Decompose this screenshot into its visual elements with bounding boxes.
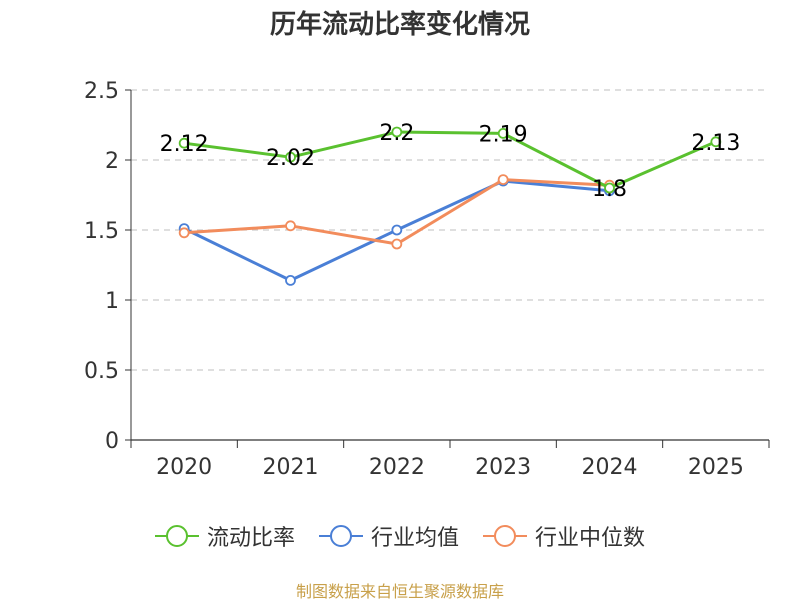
legend-label-industry-mean: 行业均值: [370, 526, 459, 551]
data-label: 2.19: [479, 122, 528, 147]
data-point-2: [178, 227, 190, 239]
x-tick-label: 2021: [263, 455, 319, 480]
data-label: 2.12: [160, 132, 209, 157]
x-tick-label: 2024: [582, 455, 638, 480]
y-tick-label: 2.5: [84, 79, 119, 104]
x-tick-label: 2025: [688, 455, 744, 480]
data-point-0: [604, 182, 615, 194]
data-point-0: [178, 137, 190, 149]
legend-item-industry-median[interactable]: 行业中位数: [483, 520, 645, 552]
legend-item-industry-mean[interactable]: 行业均值: [318, 520, 459, 552]
data-label: 2.02: [266, 146, 315, 171]
legend-marker-current-ratio: [154, 525, 199, 547]
data-point-2: [391, 238, 403, 250]
y-tick-label: 1: [105, 289, 119, 314]
legend-label-industry-median: 行业中位数: [535, 526, 646, 551]
y-tick-label: 1.5: [84, 219, 119, 244]
data-point-2: [285, 220, 296, 232]
legend-marker-industry-mean: [318, 525, 363, 547]
legend-label-current-ratio: 流动比率: [206, 526, 295, 551]
chart-legend: 流动比率 行业均值 行业中位数: [0, 520, 800, 552]
x-tick-label: 2020: [156, 455, 212, 480]
data-point-0: [285, 151, 296, 163]
source-note: 制图数据来自恒生聚源数据库: [295, 582, 504, 601]
legend-item-current-ratio[interactable]: 流动比率: [154, 520, 295, 552]
y-tick-label: 2: [105, 149, 119, 174]
data-point-0: [497, 127, 509, 139]
data-point-0: [710, 136, 722, 148]
x-tick-label: 2023: [475, 455, 531, 480]
legend-marker-industry-median: [483, 525, 527, 547]
y-tick-label: 0.5: [84, 359, 119, 384]
data-label: 2.13: [691, 131, 740, 156]
data-label: 1.8: [592, 177, 627, 202]
series-line-0: [183, 130, 717, 190]
data-point-2: [497, 174, 509, 186]
y-tick-label: 0: [105, 429, 119, 454]
x-tick-label: 2022: [369, 455, 425, 480]
data-point-1: [391, 224, 403, 236]
data-label: 2.2: [379, 121, 414, 146]
chart-title: 历年流动比率变化情况: [269, 10, 530, 40]
data-point-1: [285, 274, 296, 286]
data-point-0: [391, 126, 403, 138]
